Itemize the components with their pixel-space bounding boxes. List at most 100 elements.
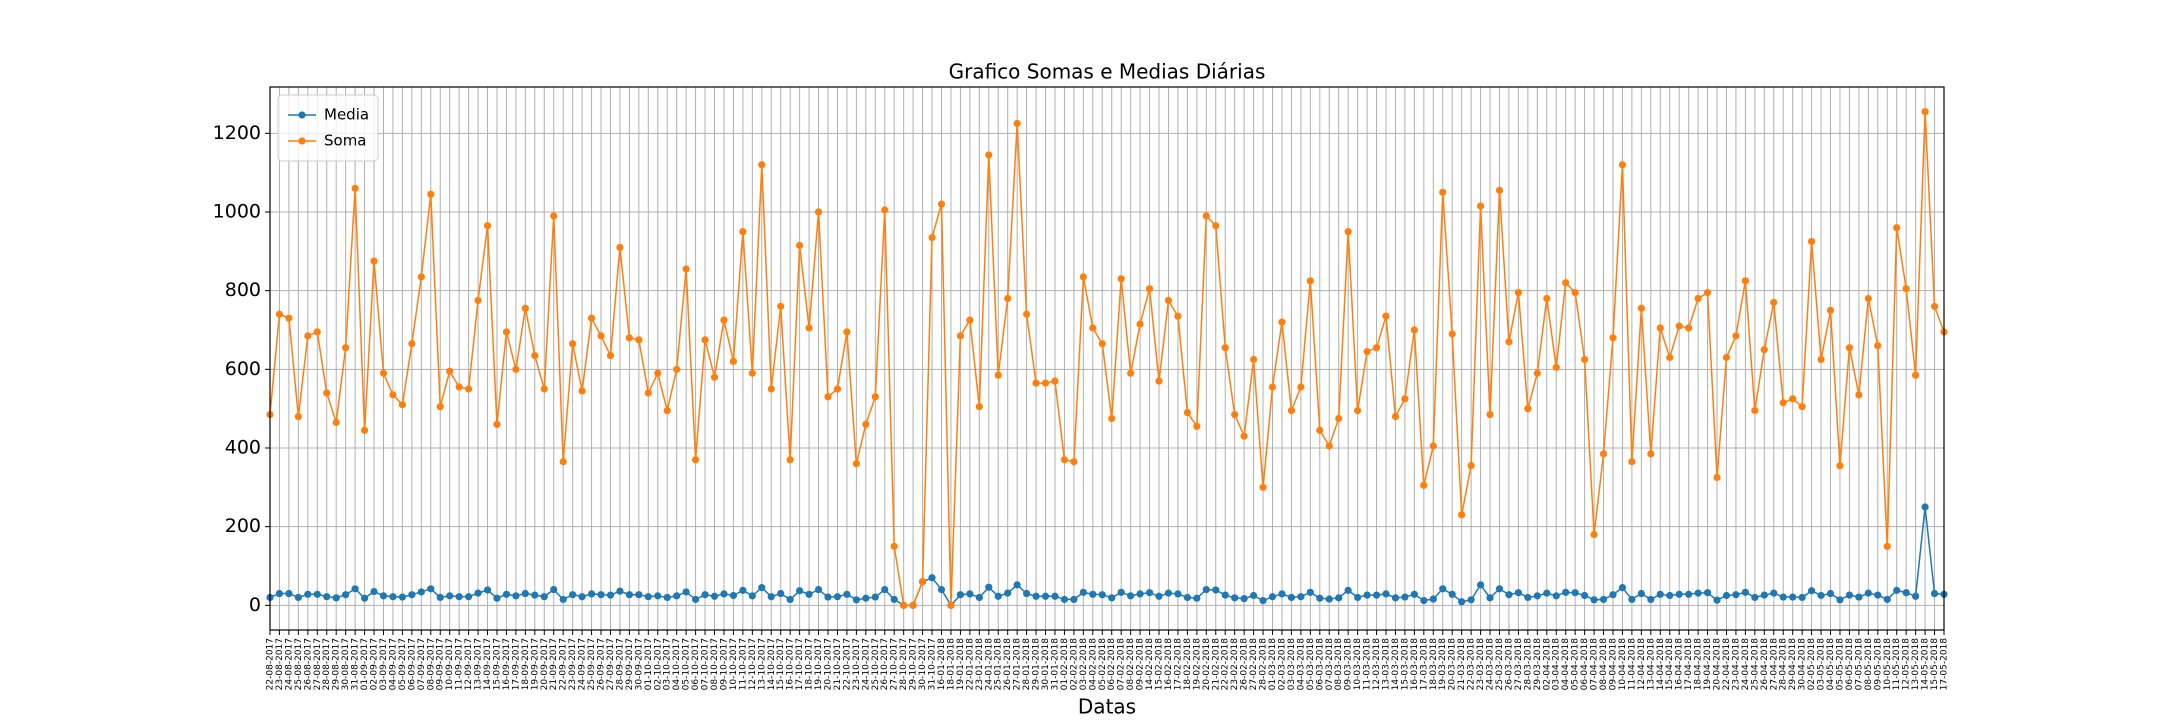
x-tick-label: 28-01-2018	[1022, 638, 1032, 691]
point	[1098, 340, 1106, 348]
point	[777, 589, 785, 598]
x-tick-label: 03-03-2018	[1287, 638, 1297, 691]
x-tick-label: 04-02-2018	[1088, 638, 1098, 691]
x-tick-label: 11-10-2017	[738, 638, 748, 690]
x-tick-label: 28-10-2017	[899, 638, 909, 690]
point	[654, 592, 662, 600]
point	[1032, 592, 1040, 600]
axes-frame	[269, 86, 1945, 631]
point	[1297, 383, 1305, 391]
point	[1486, 594, 1494, 602]
point	[1656, 324, 1664, 332]
x-tick-label: 15-03-2018	[1400, 638, 1410, 691]
point	[512, 365, 520, 373]
x-tick-label: 29-10-2017	[909, 638, 919, 690]
point	[1410, 590, 1418, 598]
point	[304, 332, 312, 340]
x-tick-label: 14-05-2018	[1921, 638, 1931, 691]
point	[1316, 426, 1324, 434]
point	[1108, 594, 1116, 602]
x-tick-label: 06-10-2017	[691, 638, 701, 690]
point	[1060, 595, 1069, 604]
x-tick-label: 25-10-2017	[871, 638, 881, 690]
legend-marker	[298, 137, 306, 145]
point	[1420, 481, 1428, 489]
point	[1193, 594, 1201, 602]
x-tick-label: 04-09-2017	[388, 638, 398, 690]
x-tick-label: 21-10-2017	[833, 638, 843, 690]
x-tick-label: 30-04-2018	[1798, 638, 1808, 691]
point	[616, 243, 624, 251]
x-tick-label: 05-02-2018	[1098, 638, 1108, 691]
point	[691, 456, 700, 464]
x-tick-label: 30-08-2017	[341, 638, 351, 690]
x-tick-label: 07-04-2018	[1590, 638, 1600, 691]
point	[1836, 596, 1844, 604]
x-tick-label: 22-10-2017	[842, 638, 852, 690]
point	[1004, 589, 1012, 597]
point	[1221, 344, 1229, 352]
point	[483, 222, 492, 230]
point	[1420, 596, 1428, 605]
point	[673, 365, 681, 373]
point	[1770, 298, 1778, 307]
point	[1136, 320, 1144, 328]
x-tick-label: 07-09-2017	[417, 638, 427, 690]
x-tick-label: 08-10-2017	[710, 638, 720, 690]
x-tick-label: 02-02-2018	[1069, 638, 1079, 691]
point	[1571, 589, 1579, 597]
x-tick-label: 22-02-2018	[1221, 638, 1231, 691]
x-tick-label: 20-04-2018	[1713, 638, 1723, 691]
x-tick-label: 31-10-2017	[928, 638, 938, 690]
point	[1476, 202, 1485, 210]
x-tick-label: 23-10-2017	[852, 638, 862, 690]
point	[1335, 414, 1343, 423]
point	[635, 591, 643, 599]
point	[389, 391, 397, 399]
point	[691, 595, 700, 604]
point	[1921, 108, 1929, 116]
point	[1363, 348, 1371, 356]
point	[285, 314, 293, 322]
point	[956, 591, 965, 599]
x-tick-label: 05-10-2017	[682, 638, 692, 690]
point	[1268, 593, 1277, 601]
point	[1722, 353, 1731, 362]
point	[1864, 589, 1872, 597]
point	[408, 340, 416, 348]
point	[1316, 594, 1324, 602]
point	[739, 586, 747, 594]
point	[398, 401, 407, 409]
point	[1590, 530, 1598, 539]
point	[417, 588, 425, 596]
point	[1013, 581, 1021, 589]
point	[1921, 503, 1929, 511]
x-tick-label: 11-03-2018	[1363, 638, 1373, 691]
x-tick-label: 03-02-2018	[1079, 638, 1089, 691]
point	[559, 595, 567, 604]
point	[1618, 584, 1627, 592]
x-tick-label: 07-02-2018	[1117, 638, 1127, 691]
x-tick-label: 29-01-2018	[1032, 638, 1042, 691]
point	[900, 601, 908, 609]
series-line	[269, 111, 1945, 607]
point	[729, 357, 738, 366]
point	[436, 403, 444, 411]
point	[1675, 322, 1683, 330]
point	[1221, 591, 1229, 599]
point	[796, 241, 804, 250]
point	[1694, 589, 1702, 597]
point	[587, 590, 596, 598]
x-tick-label: 18-10-2017	[805, 638, 815, 690]
x-tick-label: 10-10-2017	[729, 638, 739, 690]
point	[1193, 422, 1201, 430]
point	[1344, 228, 1352, 236]
x-tick-label: 24-08-2017	[284, 638, 294, 690]
x-tick-label: 01-02-2018	[1060, 638, 1070, 691]
point	[1060, 456, 1069, 464]
x-tick-label: 08-02-2018	[1126, 638, 1136, 691]
point	[370, 587, 378, 596]
x-tick-label: 09-09-2017	[436, 638, 446, 690]
point	[1164, 296, 1173, 305]
point	[465, 385, 473, 393]
